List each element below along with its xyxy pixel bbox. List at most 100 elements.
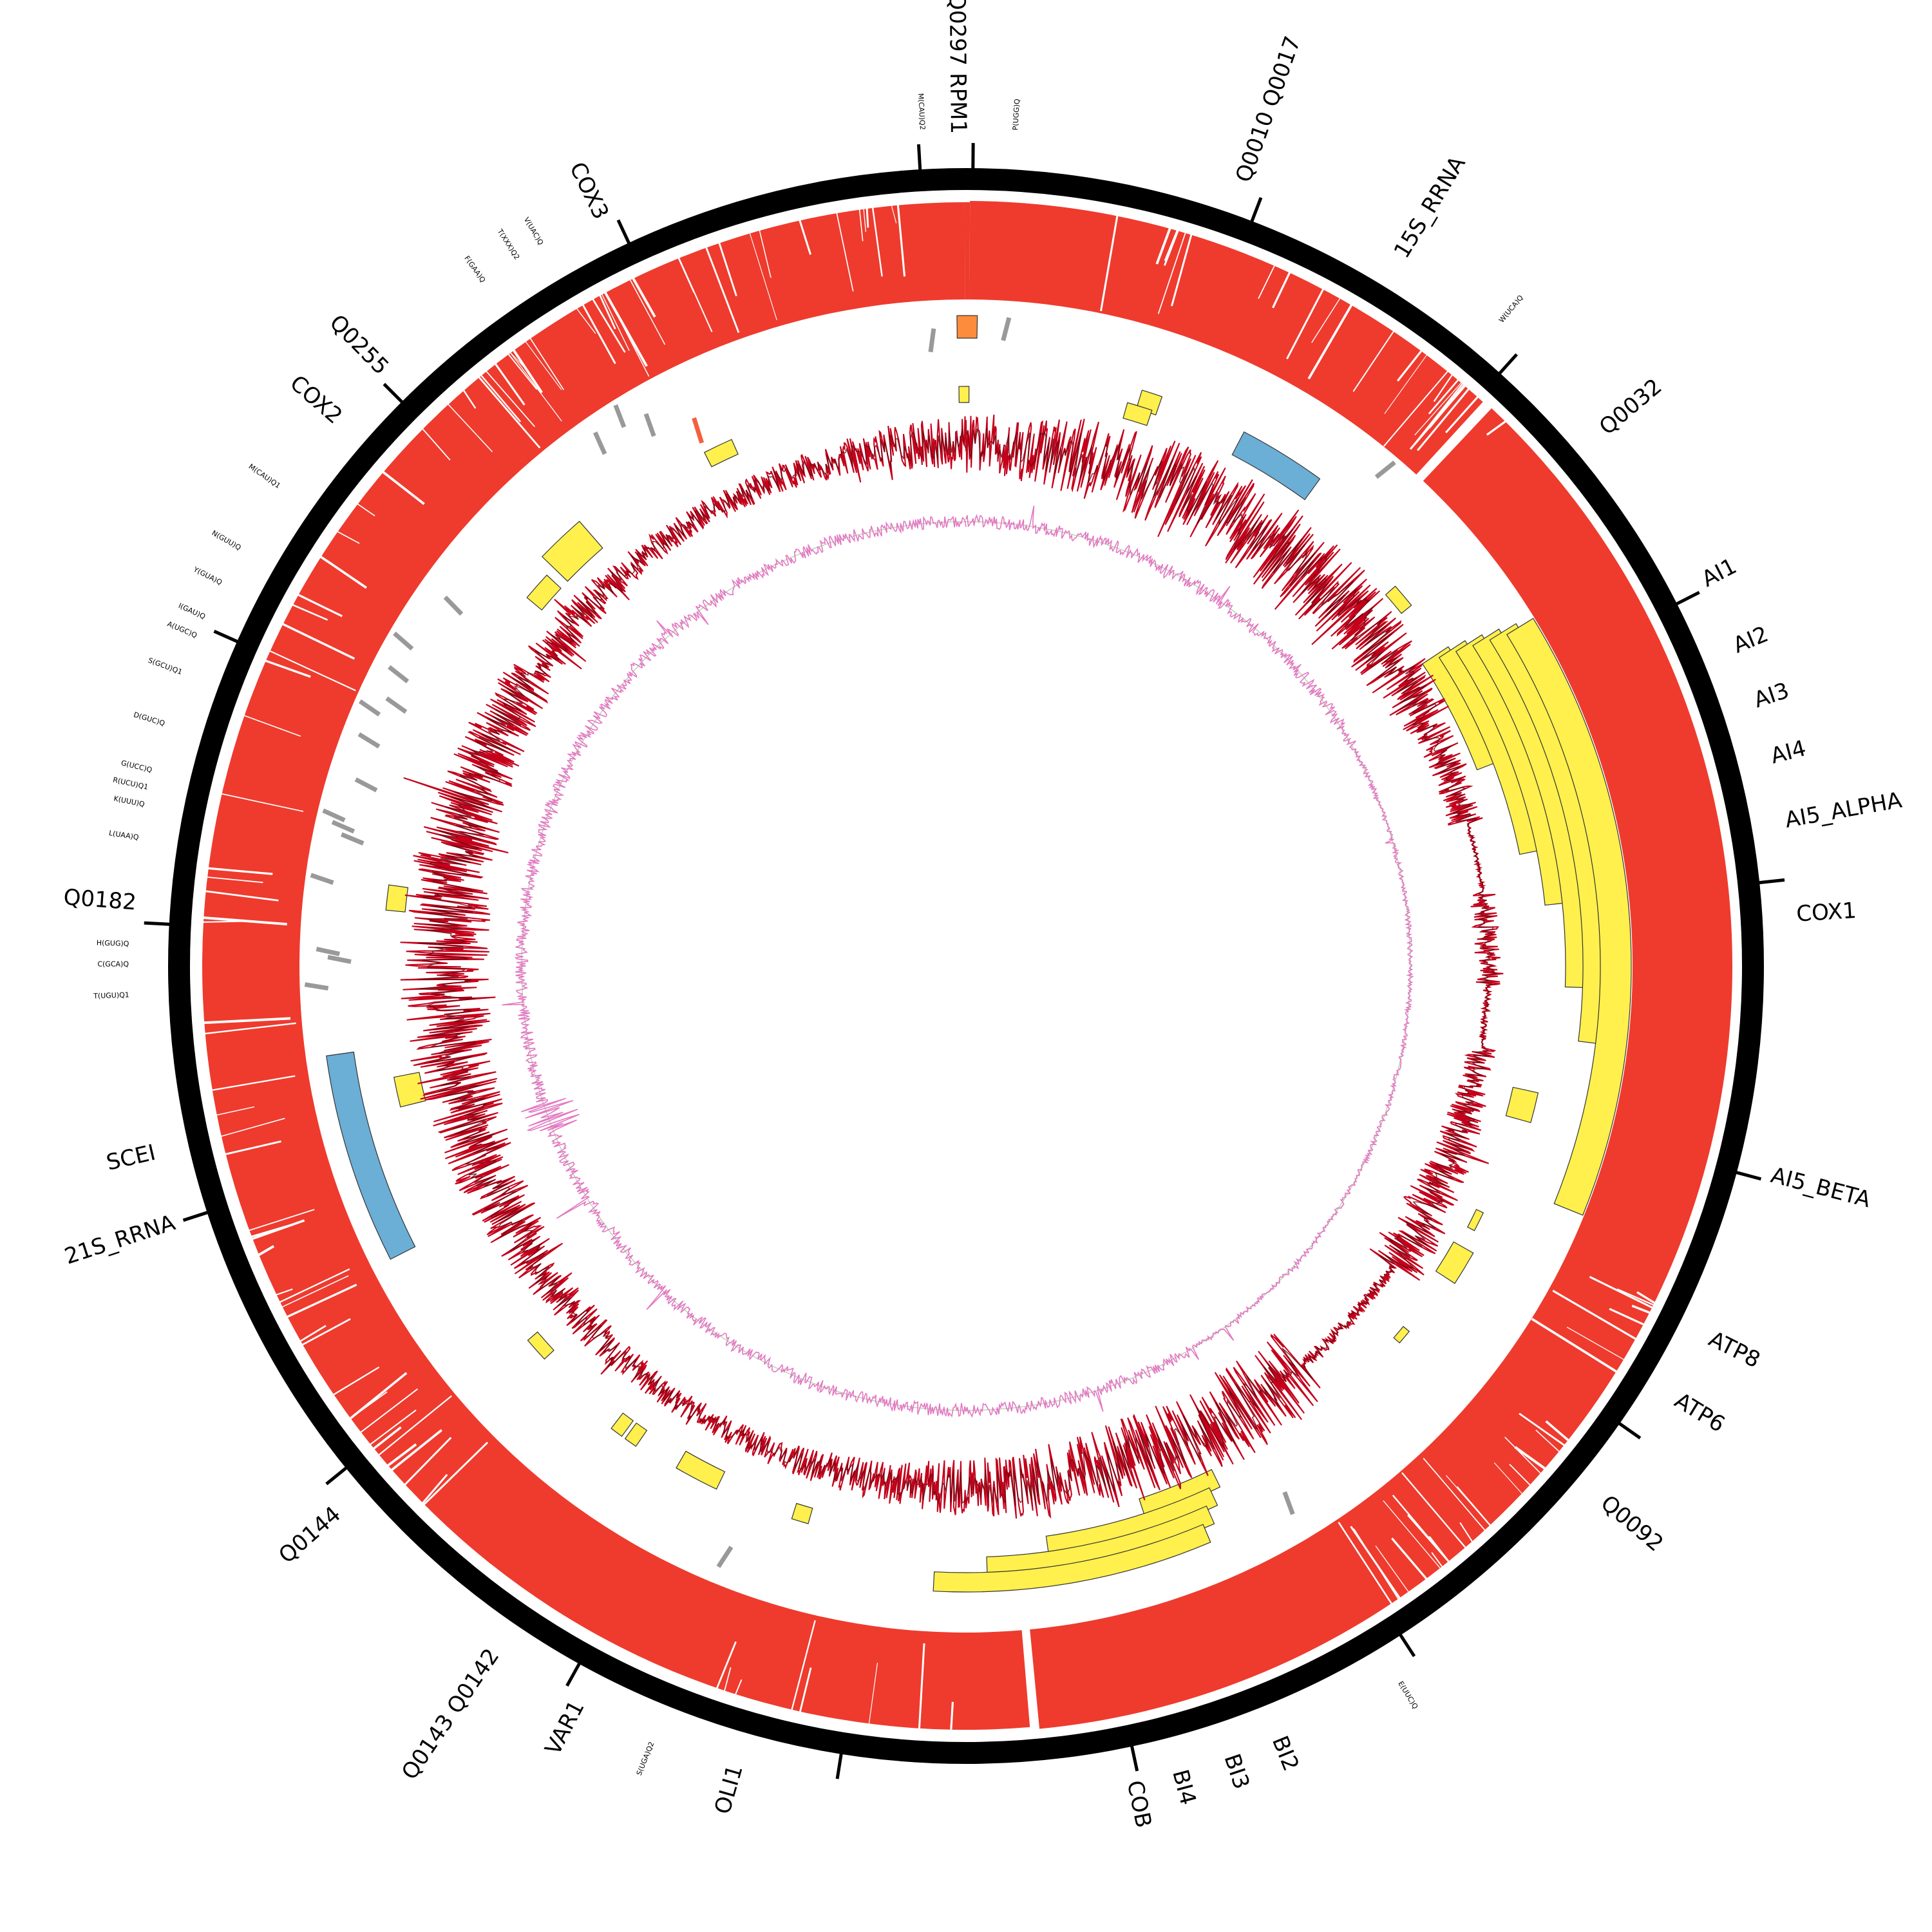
coverage-dropout: [1397, 349, 1423, 382]
gene-label: ATP6: [1670, 1388, 1729, 1438]
coverage-dropout: [511, 347, 543, 393]
trna-mark: [310, 873, 334, 885]
coverage-dropout: [249, 1219, 305, 1241]
coverage-dropout: [799, 1667, 812, 1714]
coverage-dropout: [528, 336, 565, 390]
gene-tick: [916, 144, 922, 171]
gene-label: Q0144: [274, 1501, 346, 1569]
coverage-dropout: [581, 302, 616, 365]
coverage-dropout: [267, 649, 356, 692]
coverage-dropout: [1258, 264, 1276, 299]
coverage-dropout: [1383, 370, 1449, 447]
coverage-dropout: [299, 1318, 351, 1347]
trna-mark: [1282, 1491, 1295, 1515]
gene-tick: [182, 1211, 209, 1222]
coverage-dropout: [376, 1395, 452, 1457]
trna-mark: [331, 820, 355, 834]
coverage-dropout: [285, 1283, 357, 1319]
gc-skew-line: [502, 506, 1414, 1418]
coverage-dropout: [715, 1641, 737, 1691]
coverage-dropout: [1391, 1537, 1428, 1580]
coverage-dropout: [574, 306, 596, 334]
gene-label: AI3: [1750, 677, 1792, 713]
cox1-intron-band: [1506, 618, 1632, 1216]
coverage-dropout: [790, 1620, 816, 1712]
coverage-dropout: [717, 240, 737, 296]
coverage-dropout: [1171, 233, 1193, 307]
trna-label: M(CAU)Q2: [916, 93, 927, 131]
coverage-signal-line-dark: [418, 428, 1497, 1506]
orf-block: [1122, 402, 1153, 426]
gene-label: COX3: [564, 158, 614, 223]
gene-label: BI4: [1167, 1767, 1201, 1808]
coverage-dropout: [420, 1473, 448, 1506]
coverage-segment: [202, 202, 1030, 1730]
gene-tick: [1675, 591, 1700, 606]
coverage-dropout: [1456, 1486, 1491, 1526]
gene-label: AI4: [1768, 735, 1808, 769]
gene-label: 21S_RRNA: [61, 1210, 178, 1270]
orf-block: [791, 1502, 813, 1524]
coverage-segment: [969, 201, 1483, 475]
coverage-dropout: [318, 554, 367, 589]
coverage-segment: [964, 202, 971, 300]
coverage-dropout: [348, 1372, 408, 1421]
trna-mark: [928, 328, 936, 353]
orf-block: [611, 1412, 634, 1437]
gene-label: BI3: [1218, 1750, 1254, 1792]
gene-label: BI2: [1267, 1732, 1304, 1775]
trna-mark-highlight: [692, 417, 705, 444]
coverage-dropout: [630, 276, 656, 318]
coverage-dropout: [866, 205, 869, 228]
trna-mark: [327, 954, 352, 964]
coverage-dropout: [1409, 384, 1467, 450]
trna-mark: [358, 699, 381, 717]
coverage-dropout: [603, 290, 648, 367]
coverage-dropout: [591, 296, 626, 353]
coverage-dropout: [1609, 1307, 1644, 1325]
gene-label: Q0255: [325, 310, 394, 380]
chromosome-ideogram: [168, 168, 1764, 1764]
coverage-dropout: [1636, 1291, 1655, 1304]
gene-tick: [1618, 1422, 1642, 1440]
coverage-dropout: [1423, 1457, 1486, 1531]
coverage-dropout: [355, 502, 375, 516]
trna-label: Y(GUA)Q: [191, 565, 223, 587]
trna-mark: [592, 431, 607, 455]
coverage-dropout: [1519, 1412, 1565, 1446]
coverage-dropout: [219, 793, 304, 812]
coverage-dropout: [1155, 227, 1172, 265]
coverage-dropout: [1535, 1429, 1560, 1452]
coverage-dropout: [835, 211, 854, 292]
coverage-dropout: [1271, 270, 1291, 308]
coverage-dropout: [371, 1426, 402, 1452]
feature-ticks: [144, 143, 1785, 1779]
orf-block: [385, 884, 409, 913]
coverage-dropout: [331, 1366, 380, 1397]
gene-tick: [213, 629, 239, 643]
coverage-dropout: [201, 916, 287, 926]
trna-mark: [443, 595, 464, 616]
coverage-dropout: [598, 292, 616, 330]
gene-label: Q0010 Q0017: [1231, 33, 1306, 185]
trna-label: F(GAA)Q: [462, 254, 487, 285]
rrna-15s-block: [1231, 431, 1321, 500]
rrna-21s-block: [326, 1051, 416, 1260]
trna-label: K(UUU)Q: [113, 794, 146, 808]
gene-tick: [565, 1662, 581, 1687]
gene-label: Q0092: [1596, 1490, 1669, 1557]
gene-tick: [144, 921, 170, 926]
coverage-dropout: [1164, 229, 1180, 266]
coverage-dropout: [871, 205, 883, 277]
coverage-dropout: [214, 1106, 255, 1117]
coverage-dropout: [296, 592, 343, 618]
trna-mark: [716, 1546, 734, 1568]
gene-tick: [1130, 1745, 1139, 1772]
orf-block: [527, 1331, 554, 1360]
coverage-dropout: [723, 1667, 732, 1694]
coverage-track: [200, 201, 1732, 1732]
coverage-dropout: [1338, 1521, 1392, 1604]
coverage-dropout: [1383, 1500, 1441, 1569]
gene-tick: [383, 383, 404, 404]
